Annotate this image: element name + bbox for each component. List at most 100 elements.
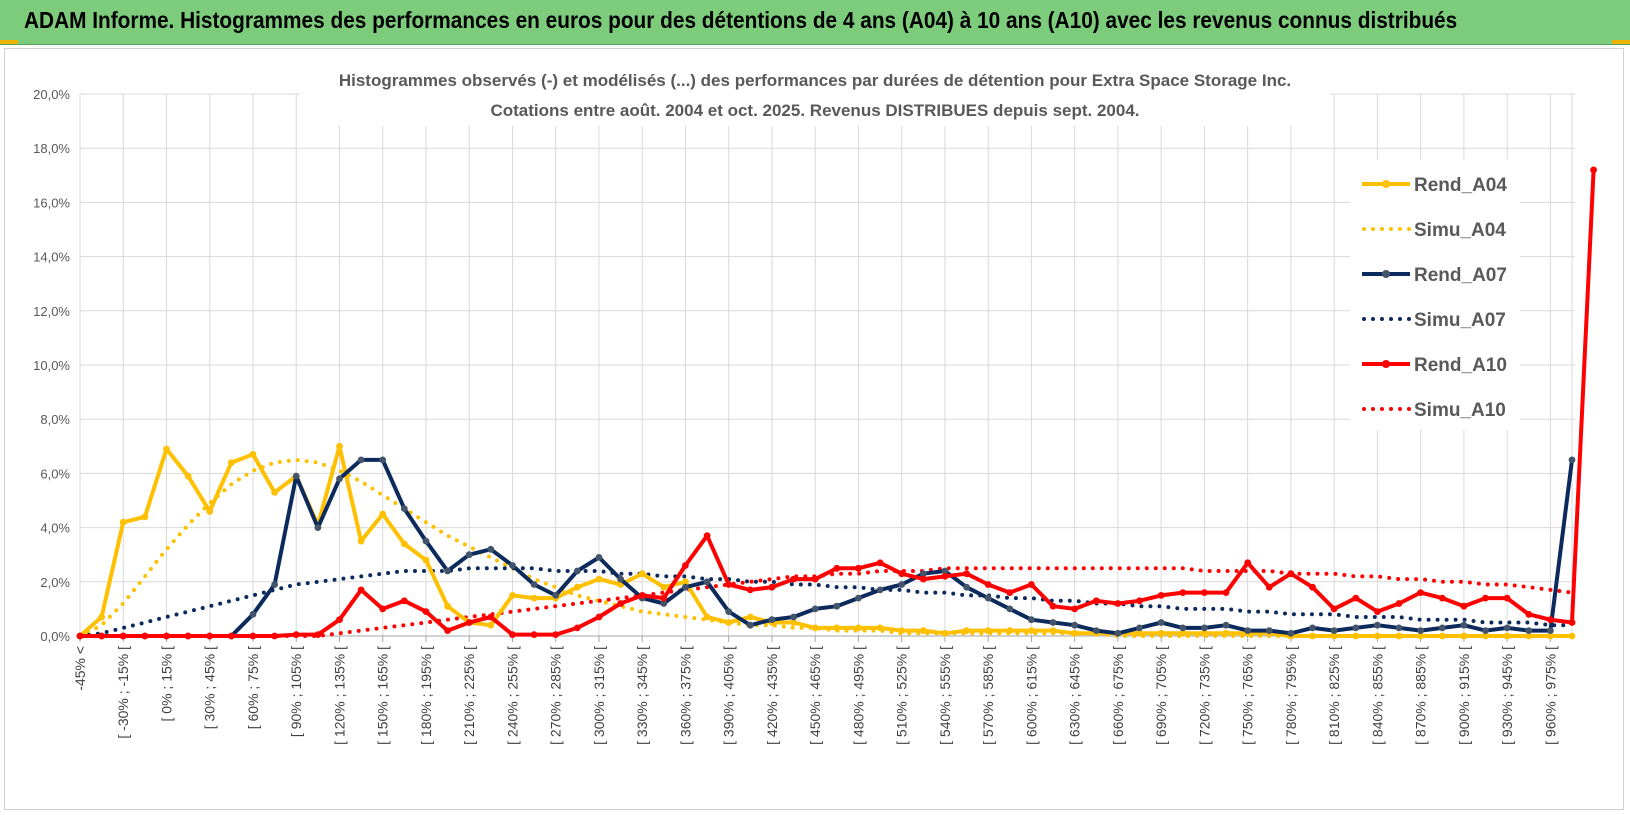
point-rend-a04 xyxy=(119,518,127,526)
y-tick-label: 0,0% xyxy=(40,629,70,644)
x-tick-label: [ 450% ; 465% [ xyxy=(807,646,823,745)
point-rend-a04 xyxy=(530,594,538,602)
point-rend-a10 xyxy=(1222,589,1230,596)
point-rend-a04 xyxy=(444,602,451,610)
point-rend-a10 xyxy=(444,627,451,634)
point-rend-a04 xyxy=(941,629,949,637)
point-rend-a10 xyxy=(1071,605,1079,613)
point-rend-a10 xyxy=(682,562,689,569)
point-rend-a07 xyxy=(855,594,862,602)
point-rend-a07 xyxy=(898,581,906,588)
point-rend-a10 xyxy=(811,575,819,583)
point-rend-a07 xyxy=(509,562,516,569)
point-rend-a07 xyxy=(1028,616,1035,624)
y-tick-label: 14,0% xyxy=(33,250,70,265)
point-rend-a10 xyxy=(1049,602,1057,610)
point-rend-a07 xyxy=(271,581,278,588)
point-rend-a10 xyxy=(1438,594,1446,602)
x-tick-label: [ 480% ; 495% [ xyxy=(850,646,866,745)
point-rend-a07 xyxy=(1568,456,1576,464)
point-rend-a04 xyxy=(1482,632,1489,640)
point-rend-a10 xyxy=(963,570,970,578)
point-rend-a10 xyxy=(1525,610,1533,618)
point-rend-a07 xyxy=(1114,629,1122,637)
point-rend-a07 xyxy=(790,613,797,621)
point-rend-a04 xyxy=(271,489,278,496)
point-rend-a10 xyxy=(1201,589,1208,596)
point-rend-a07 xyxy=(1395,624,1403,632)
point-rend-a10 xyxy=(984,581,992,588)
legend: Rend_A04 Simu_A04 Rend_A07 Simu_A07 Rend_A10… xyxy=(1350,160,1520,430)
point-rend-a04 xyxy=(1028,627,1035,634)
x-tick-label: [ 780% ; 795% [ xyxy=(1283,646,1299,745)
point-rend-a07 xyxy=(725,608,733,615)
x-tick-label: [ 420% ; 435% [ xyxy=(764,646,780,745)
point-rend-a07 xyxy=(1049,619,1057,626)
x-tick-label: [ 360% ; 375% [ xyxy=(677,646,693,745)
legend-marker-rend-a10 xyxy=(1382,360,1390,368)
point-rend-a10 xyxy=(487,613,495,621)
point-rend-a07 xyxy=(1222,621,1230,629)
point-rend-a07 xyxy=(617,575,624,583)
point-rend-a04 xyxy=(919,627,927,634)
x-tick-label: [ 30% ; 45% [ xyxy=(202,646,218,729)
point-rend-a07 xyxy=(249,610,257,618)
x-tick-label: [ 900% ; 915% [ xyxy=(1456,646,1472,745)
point-rend-a07 xyxy=(833,602,841,610)
point-rend-a07 xyxy=(487,545,495,553)
x-tick-label: [ 660% ; 675% [ xyxy=(1110,646,1126,745)
point-rend-a10 xyxy=(465,619,473,626)
point-rend-a10 xyxy=(746,586,754,594)
point-rend-a07 xyxy=(292,472,300,480)
point-rend-a07 xyxy=(336,475,343,483)
point-rend-a10 xyxy=(941,573,949,580)
x-tick-label: [ 120% ; 135% [ xyxy=(331,646,347,745)
point-rend-a10 xyxy=(1028,581,1035,588)
y-tick-label: 2,0% xyxy=(40,575,70,590)
legend-marker-rend-a07 xyxy=(1382,270,1390,278)
point-rend-a07 xyxy=(1309,624,1316,632)
point-rend-a04 xyxy=(746,613,754,621)
x-axis: -45% < [ -30% ; -15% [[ 0% ; 15% [[ 30% ;… xyxy=(72,635,1575,745)
point-rend-a04 xyxy=(1438,632,1446,640)
point-rend-a04 xyxy=(1417,632,1424,640)
x-tick-label: [ 960% ; 975% [ xyxy=(1542,646,1558,745)
point-rend-a10 xyxy=(530,631,538,638)
point-rend-a10 xyxy=(1395,600,1403,607)
point-rend-a04 xyxy=(1547,632,1554,640)
point-rend-a04 xyxy=(811,624,819,632)
point-rend-a04 xyxy=(638,570,646,578)
point-rend-a10 xyxy=(876,559,884,567)
point-rend-a10 xyxy=(919,575,927,583)
point-rend-a04 xyxy=(1352,632,1360,640)
point-rend-a04 xyxy=(141,513,149,521)
x-tick-label: [ 810% ; 825% [ xyxy=(1326,646,1342,745)
point-rend-a10 xyxy=(1309,583,1316,591)
point-rend-a07 xyxy=(660,600,668,607)
point-rend-a04 xyxy=(682,578,689,586)
point-rend-a10 xyxy=(1568,619,1576,626)
point-rend-a07 xyxy=(984,594,992,602)
point-rend-a07 xyxy=(1503,624,1511,632)
point-rend-a07 xyxy=(941,567,949,575)
x-tick-label: [ 840% ; 855% [ xyxy=(1369,646,1385,745)
point-rend-a04 xyxy=(963,627,970,634)
point-rend-a04 xyxy=(249,451,257,458)
point-rend-a07 xyxy=(1547,627,1554,634)
point-rend-a07 xyxy=(595,554,603,561)
point-rend-a04 xyxy=(898,627,906,634)
point-rend-a04 xyxy=(1503,632,1511,640)
point-rend-a10 xyxy=(660,594,668,602)
x-tick-label: [ 180% ; 195% [ xyxy=(418,646,434,745)
point-rend-a07 xyxy=(552,592,560,599)
x-tick-label: [ -30% ; -15% [ xyxy=(115,646,131,739)
y-tick-label: 16,0% xyxy=(33,195,70,210)
x-tick-label: [ 720% ; 735% [ xyxy=(1196,646,1212,745)
legend-label-simu-a04: Simu_A04 xyxy=(1414,220,1506,241)
point-rend-a07 xyxy=(703,578,711,586)
point-rend-a04 xyxy=(1201,629,1208,637)
point-rend-a04 xyxy=(790,619,797,626)
point-rend-a04 xyxy=(98,613,105,621)
point-rend-a04 xyxy=(1330,632,1338,640)
point-rend-a07 xyxy=(1525,627,1533,634)
